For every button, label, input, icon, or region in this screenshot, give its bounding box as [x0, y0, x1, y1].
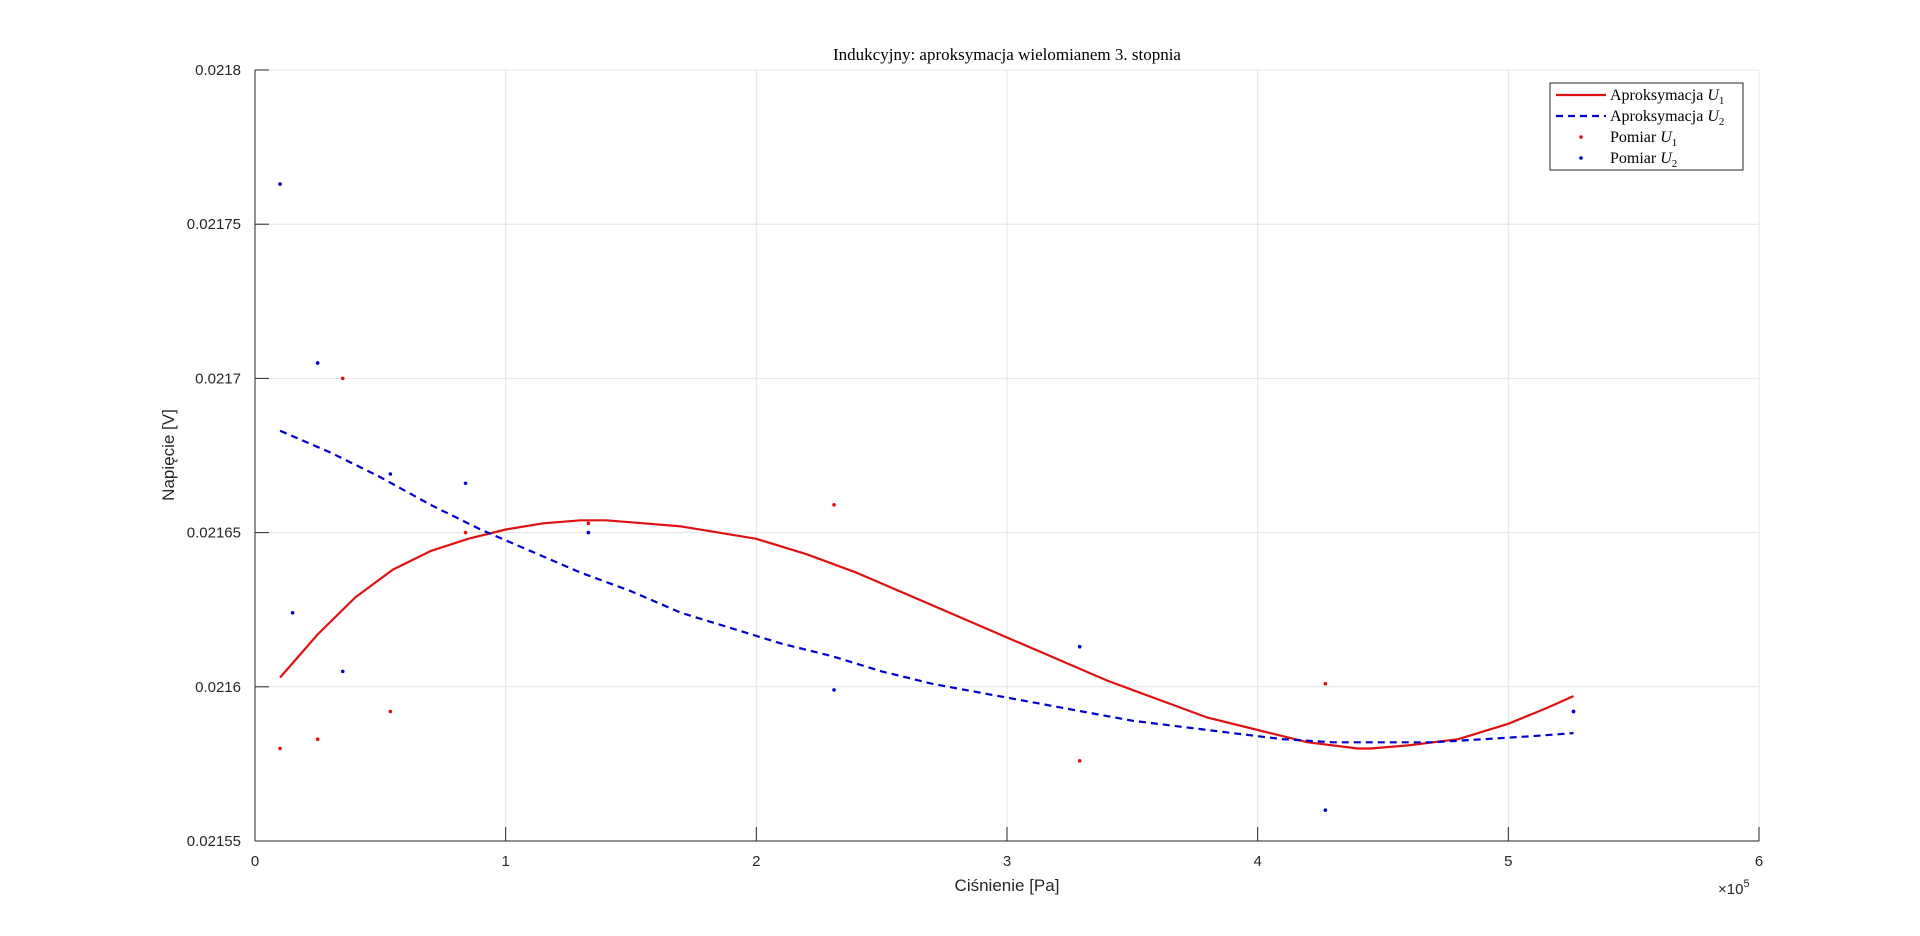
ticks: 0 1 2 3 4 5 6 0.02155 0.0216 0.02165 0.0217 0.02175…	[187, 62, 1763, 870]
measurement-u2-point	[388, 472, 393, 476]
y-tick-label: 0.02165	[187, 525, 241, 542]
chart-title: Indukcyjny: aproksymacja wielomianem 3. …	[833, 45, 1181, 64]
x-tick-label: 4	[1253, 853, 1261, 870]
legend-entry-label: Pomiar U2	[1610, 150, 1677, 170]
x-tick-label: 1	[501, 853, 509, 870]
x-axis-label: Ciśnienie [Pa]	[955, 876, 1060, 895]
series-layer	[278, 182, 1576, 812]
x-exponent-base: ×10	[1718, 881, 1743, 898]
legend-entry-label: Aproksymacja U1	[1610, 87, 1724, 107]
measurement-u2-point	[832, 688, 836, 692]
measurement-u1-point	[832, 503, 836, 507]
measurement-u2-point	[1323, 808, 1328, 812]
measurement-u1-point	[315, 737, 320, 742]
approx-u2-line	[279, 429, 1574, 744]
legend-entry-label: Pomiar U1	[1610, 129, 1677, 149]
x-tick-label: 0	[251, 853, 259, 870]
measurement-u2-point	[315, 361, 320, 365]
measurement-u2-point	[1077, 644, 1082, 649]
measurement-u1-point	[340, 376, 345, 381]
x-tick-label: 3	[1003, 853, 1011, 870]
y-tick-label: 0.02155	[187, 833, 241, 850]
legend-box	[1549, 82, 1744, 171]
measurement-u2-point	[1571, 709, 1576, 714]
legend-entry-label: Aproksymacja U2	[1610, 108, 1724, 128]
y-tick-label: 0.02175	[187, 216, 241, 233]
y-axis-label: Napięcie [V]	[159, 409, 178, 501]
measurement-u1-point	[388, 709, 393, 714]
y-tick-label: 0.0216	[195, 679, 241, 696]
measurement-u1-point	[1077, 759, 1082, 763]
measurement-u2-point	[278, 182, 282, 186]
x-exponent-power: 5	[1743, 878, 1749, 890]
measurement-u1-point	[586, 521, 591, 526]
measurement-u2-point	[340, 669, 345, 674]
measurement-u2-point	[463, 481, 468, 486]
legend-dot	[1579, 156, 1583, 160]
approx-u1-line	[279, 519, 1574, 750]
x-tick-label: 5	[1504, 853, 1512, 870]
x-exponent-label: ×105	[1718, 878, 1750, 898]
measurement-u1-point	[463, 530, 468, 535]
y-tick-label: 0.0217	[195, 370, 241, 387]
x-tick-label: 6	[1755, 853, 1763, 870]
measurement-u2-point	[290, 610, 295, 615]
y-tick-label: 0.0218	[195, 62, 241, 79]
legend-dot	[1579, 135, 1583, 139]
measurement-u1-point	[1323, 681, 1328, 686]
x-tick-label: 2	[752, 853, 760, 870]
measurement-u1-point	[278, 746, 282, 751]
measurement-u2-point	[586, 530, 591, 535]
